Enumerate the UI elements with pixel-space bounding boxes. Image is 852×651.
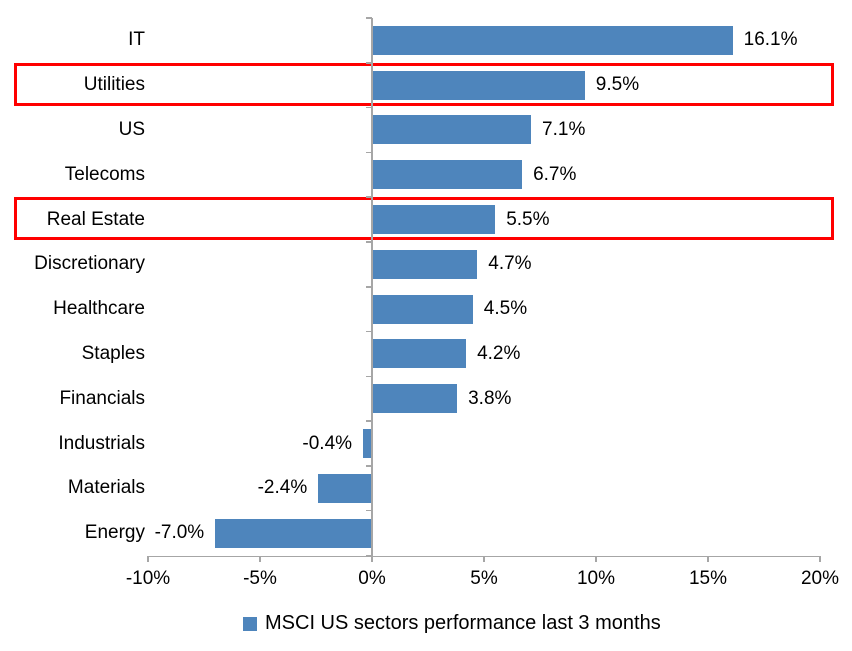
bar-us [372,115,532,145]
category-label-telecoms: Telecoms [64,163,145,185]
category-axis-tick [365,330,372,333]
value-axis-tick-label: 15% [688,568,728,589]
highlight-box-utilities [14,62,834,107]
value-label-industrials: -0.4% [302,432,353,454]
value-label-financials: 3.8% [468,387,512,409]
category-label-staples: Staples [81,342,145,364]
value-label-discretionary: 4.7% [488,253,532,275]
value-label-energy: -7.0% [154,522,205,544]
category-label-it: IT [128,29,145,51]
bar-telecoms [372,160,523,190]
value-axis-tick [819,555,821,562]
value-axis-tick-label: 5% [470,568,498,589]
value-label-real-estate: 5.5% [506,208,550,230]
category-axis-tick [365,375,372,378]
value-axis-tick [371,555,373,562]
value-label-materials: -2.4% [257,477,308,499]
value-label-utilities: 9.5% [595,74,640,96]
legend: MSCI US sectors performance last 3 month… [243,612,661,635]
bar-materials [318,473,372,503]
category-label-financials: Financials [59,387,145,409]
legend-marker-icon [243,616,257,631]
bar-real-estate [372,205,496,235]
value-axis-tick-label: -10% [125,568,171,589]
value-axis-tick-label: 10% [576,568,616,589]
category-axis-line [371,18,373,556]
category-label-industrials: Industrials [58,432,145,454]
value-axis-tick-label: 0% [358,568,386,589]
category-label-discretionary: Discretionary [34,253,145,275]
value-axis-tick-label: -5% [243,568,277,589]
value-label-it: 16.1% [743,29,798,51]
value-label-us: 7.1% [542,118,586,140]
category-label-materials: Materials [67,477,145,499]
value-axis-tick [707,555,709,562]
category-axis-tick [365,420,372,422]
bar-financials [372,384,458,414]
category-axis-tick [365,286,372,288]
bar-it [372,25,733,55]
category-label-us: US [118,118,145,140]
legend-label: MSCI US sectors performance last 3 month… [265,612,661,634]
category-axis-tick [365,465,372,467]
category-label-energy: Energy [84,522,145,544]
value-label-healthcare: 4.5% [483,298,528,320]
bar-industrials [363,429,372,459]
category-axis-tick [365,241,372,243]
category-label-healthcare: Healthcare [53,298,145,320]
value-axis-tick [147,555,149,562]
bar-healthcare [372,294,473,324]
category-axis-tick [365,62,372,64]
value-label-staples: 4.2% [477,342,521,364]
category-label-real-estate: Real Estate [46,208,145,230]
value-axis-tick [595,555,597,562]
category-axis-tick [365,151,372,154]
bar-discretionary [372,249,478,279]
category-axis-tick [365,196,372,198]
value-label-telecoms: 6.7% [533,163,577,185]
value-axis-tick [483,555,485,562]
category-axis-tick [365,509,372,512]
bar-utilities [372,70,585,100]
bar-staples [372,339,467,369]
category-axis-tick [365,106,372,109]
category-label-utilities: Utilities [83,74,145,96]
category-axis-tick [365,17,372,19]
value-axis-tick-label: 20% [800,568,840,589]
highlight-box-real-estate [14,197,834,241]
value-axis-tick [259,555,261,562]
bar-energy [215,518,372,548]
